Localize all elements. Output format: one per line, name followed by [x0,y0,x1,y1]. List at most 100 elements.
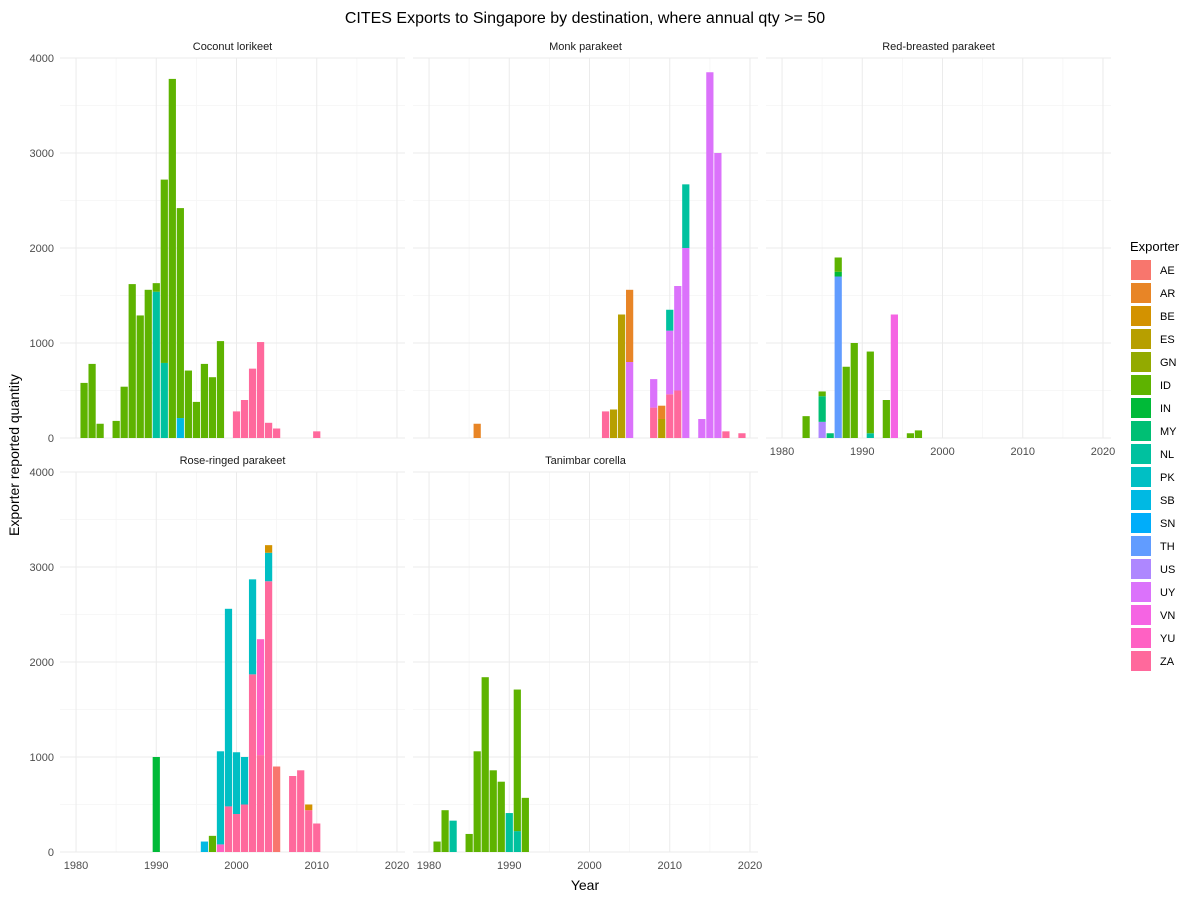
facet-label: Coconut lorikeet [193,41,273,53]
bar-1992-id [168,78,176,439]
legend-item-in: IN [1131,398,1171,418]
bar-1990-nl [152,291,160,438]
bar-1985-id [818,391,826,397]
legend-swatch [1131,467,1151,487]
bar-1996-id [906,433,915,438]
facet-label: Monk parakeet [549,41,622,53]
bar-2002-za [248,368,257,438]
x-tick-label: 2010 [658,860,682,872]
bar-2004-pk [264,552,273,582]
bar-1988-id [842,366,850,438]
legend-swatch [1131,444,1151,464]
bar-2001-za [240,804,249,852]
bar-2004-es [617,314,626,438]
bar-1987-id [128,284,136,438]
bar-1997-id [208,835,217,852]
bar-1987-in [834,271,842,277]
bar-2007-za [289,776,297,852]
bar-1993-id [176,208,184,419]
bar-1991-id [866,351,874,434]
legend-swatch [1131,283,1151,303]
y-tick-label: 3000 [30,562,54,574]
x-tick-label: 1990 [497,860,521,872]
legend-item-nl: NL [1131,444,1174,464]
panel-monk-parakeet: Monk parakeet [413,41,758,439]
x-tick-label: 1990 [144,860,168,872]
bar-1981-id [80,382,88,438]
x-tick-label: 2000 [930,446,954,458]
legend-swatch [1131,536,1151,556]
legend-swatch [1131,398,1151,418]
bar-1990-nl [505,813,513,852]
chart-title: CITES Exports to Singapore by destinatio… [345,10,825,27]
facet-label: Tanimbar corella [545,455,627,467]
legend-label: NL [1160,449,1174,461]
bar-2005-ar [626,289,634,362]
y-tick-label: 2000 [30,657,54,669]
x-tick-label: 1980 [64,860,88,872]
legend-label: AE [1160,265,1175,277]
legend-swatch [1131,375,1151,395]
bar-1993-id [882,400,890,438]
bar-1991-nl [513,831,521,852]
legend-item-sb: SB [1131,490,1175,510]
legend-label: VN [1160,610,1175,622]
bar-2005-za [273,428,281,438]
y-tick-label: 0 [48,433,54,445]
legend-swatch [1131,329,1151,349]
bar-1996-id [200,363,209,438]
bar-1991-id [160,179,168,363]
bar-2012-uy [682,248,690,438]
legend-swatch [1131,651,1151,671]
legend-item-ae: AE [1131,260,1175,280]
bar-2004-za [264,581,273,852]
legend-label: YU [1160,633,1175,645]
y-tick-label: 4000 [30,53,54,65]
bar-2009-es [658,419,666,438]
bar-2008-za [650,407,658,438]
panel-coconut-lorikeet: Coconut lorikeet 0 1000 2000 3000 4000 [30,41,405,445]
bar-2001-za [240,400,249,438]
bar-1998-yu [216,844,225,852]
x-tick-label: 2000 [224,860,248,872]
x-tick-label: 1980 [770,446,794,458]
bar-1994-vn [890,314,898,438]
bar-2015-uy [706,72,714,438]
y-tick-label: 1000 [30,752,54,764]
bar-1990-in [152,757,160,852]
bar-1996-sb [200,841,209,852]
bar-2002-za [248,674,257,852]
legend-swatch [1131,628,1151,648]
panel-red-breasted-parakeet: Red-breasted parakeet 1980 1990 2000 2010 202… [766,41,1115,458]
legend-item-es: ES [1131,329,1175,349]
bar-1990-id [152,283,160,292]
bar-2002-za [601,411,610,438]
bar-1999-pk [224,608,233,807]
legend-label: UY [1160,587,1176,599]
bar-1988-id [489,770,497,852]
bar-1988-id [136,315,144,438]
legend-item-gn: GN [1131,352,1177,372]
bar-1997-id [208,377,217,438]
bar-2011-za [674,390,682,438]
bar-1998-pk [216,751,225,845]
bar-2005-uy [626,362,634,438]
bar-1983-id [802,416,810,438]
legend: Exporter AE AR BE ES GN ID IN MY NL PK SB SN TH US UY V… [1130,239,1180,671]
bar-1983-nl [449,820,457,852]
legend-swatch [1131,582,1151,602]
bar-2004-za [264,422,273,438]
legend-swatch [1131,605,1151,625]
bar-1998-id [216,341,225,438]
legend-title: Exporter [1130,239,1180,254]
bar-1994-id [184,370,192,438]
bar-1989-id [497,781,505,852]
legend-label: ID [1160,380,1171,392]
legend-item-uy: UY [1131,582,1176,602]
legend-swatch [1131,306,1151,326]
bar-1985-my [818,396,826,422]
facet-panels: Coconut lorikeet 0 1000 2000 3000 4000 Monk pa… [30,41,1116,872]
bar-1986-id [120,386,128,438]
bar-2009-be [305,804,313,811]
